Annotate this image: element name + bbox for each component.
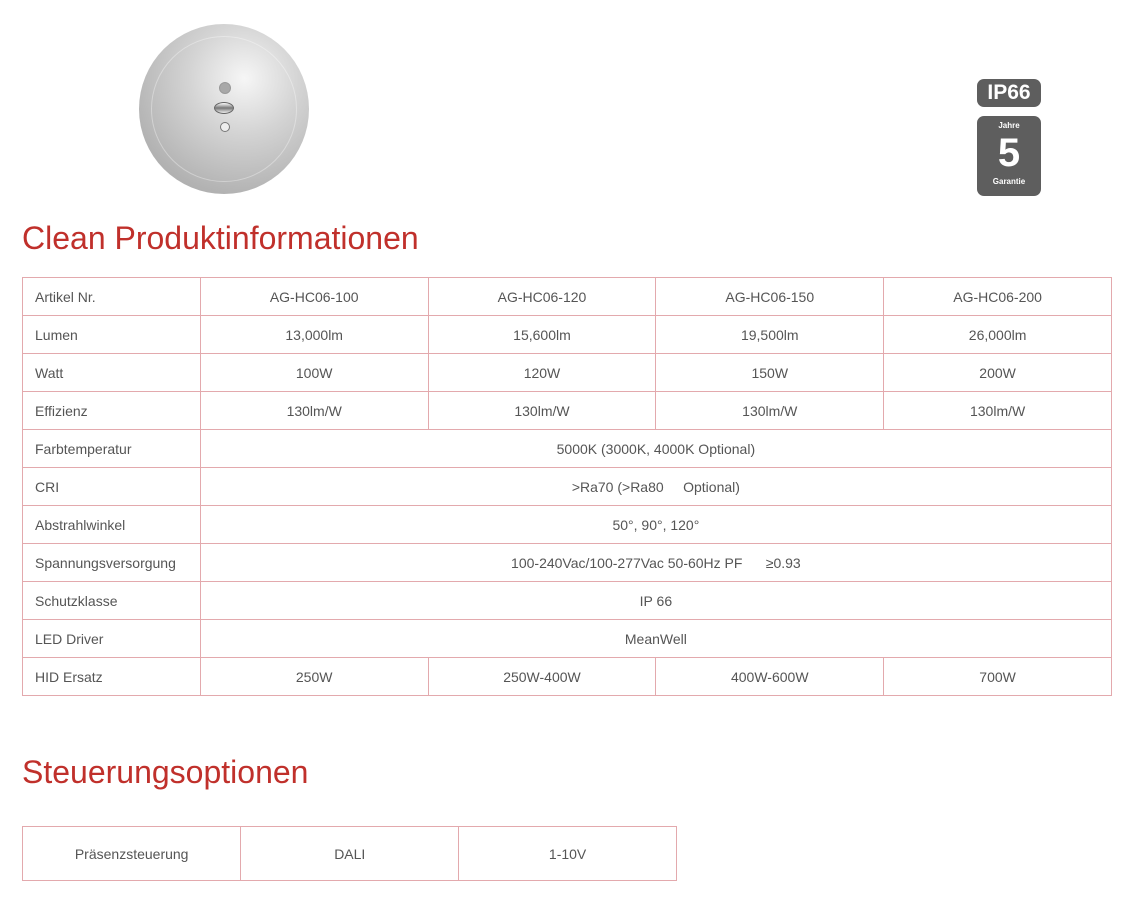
row-label: CRI — [22, 467, 201, 506]
table-cell: AG-HC06-200 — [883, 277, 1112, 316]
table-cell: >Ra70 (>Ra80 Optional) — [199, 467, 1113, 506]
table-row: Spannungsversorgung 100-240Vac/100-277Vac… — [22, 543, 1113, 582]
table-cell: 130lm/W — [883, 391, 1112, 430]
table-cell: 120W — [427, 353, 657, 392]
table-cell: 19,500lm — [655, 315, 885, 354]
row-label: Effizienz — [22, 391, 201, 430]
table-cell: AG-HC06-150 — [655, 277, 885, 316]
table-cell: 100W — [199, 353, 429, 392]
table-row: LED Driver MeanWell — [22, 619, 1113, 658]
table-cell: 15,600lm — [427, 315, 657, 354]
table-cell: 700W — [883, 657, 1112, 696]
table-cell: 13,000lm — [199, 315, 429, 354]
row-label: Spannungsversorgung — [22, 543, 201, 582]
product-info-table: Artikel Nr. AG-HC06-100 AG-HC06-120 AG-HC06… — [22, 277, 1113, 696]
row-label: Schutzklasse — [22, 581, 201, 620]
row-label: Artikel Nr. — [22, 277, 201, 316]
table-cell: AG-HC06-100 — [199, 277, 429, 316]
control-option-cell: 1-10V — [458, 826, 677, 881]
control-option-cell: DALI — [240, 826, 460, 881]
table-cell: 100-240Vac/100-277Vac 50-60Hz PF ≥0.93 — [199, 543, 1113, 582]
table-row: Abstrahlwinkel 50°, 90°, 120° — [22, 505, 1113, 544]
table-row: CRI >Ra70 (>Ra80 Optional) — [22, 467, 1113, 506]
row-label: LED Driver — [22, 619, 201, 658]
table-cell: 130lm/W — [199, 391, 429, 430]
table-cell: IP 66 — [199, 581, 1113, 620]
table-row: Artikel Nr. AG-HC06-100 AG-HC06-120 AG-HC06… — [22, 277, 1112, 316]
section-title-product-info: Clean Produktinformationen — [22, 220, 419, 256]
table-cell: 26,000lm — [883, 315, 1112, 354]
table-cell: 130lm/W — [655, 391, 885, 430]
table-row: Watt 100W 120W 150W 200W — [22, 353, 1112, 392]
row-label: Abstrahlwinkel — [22, 505, 201, 544]
table-cell: 400W-600W — [655, 657, 885, 696]
row-label: Farbtemperatur — [22, 429, 201, 468]
table-row: Effizienz 130lm/W 130lm/W 130lm/W 130lm/W — [22, 391, 1112, 430]
table-cell: 250W-400W — [427, 657, 657, 696]
row-label: HID Ersatz — [22, 657, 201, 696]
warranty-badge: Jahre 5 Garantie — [977, 116, 1041, 196]
table-cell: 250W — [199, 657, 429, 696]
table-cell: 130lm/W — [427, 391, 657, 430]
table-row: Lumen 13,000lm 15,600lm 19,500lm 26,000lm — [22, 315, 1112, 354]
table-cell: 150W — [655, 353, 885, 392]
table-row: Farbtemperatur 5000K (3000K, 4000K Option… — [22, 429, 1113, 468]
product-image-lamp — [139, 24, 309, 194]
row-label: Watt — [22, 353, 201, 392]
table-cell: AG-HC06-120 — [427, 277, 657, 316]
table-cell: 200W — [883, 353, 1112, 392]
control-options-table: Präsenzsteuerung DALI 1-10V — [21, 826, 677, 881]
row-label: Lumen — [22, 315, 201, 354]
table-cell: 5000K (3000K, 4000K Optional) — [199, 429, 1113, 468]
table-row: HID Ersatz 250W 250W-400W 400W-600W 700W — [22, 657, 1112, 696]
ip66-badge: IP66 — [977, 79, 1041, 107]
table-row: Schutzklasse IP 66 — [22, 581, 1113, 620]
control-option-cell: Präsenzsteuerung — [21, 826, 242, 881]
table-cell: MeanWell — [199, 619, 1113, 658]
table-cell: 50°, 90°, 120° — [199, 505, 1113, 544]
section-title-control-options: Steuerungsoptionen — [22, 754, 309, 790]
